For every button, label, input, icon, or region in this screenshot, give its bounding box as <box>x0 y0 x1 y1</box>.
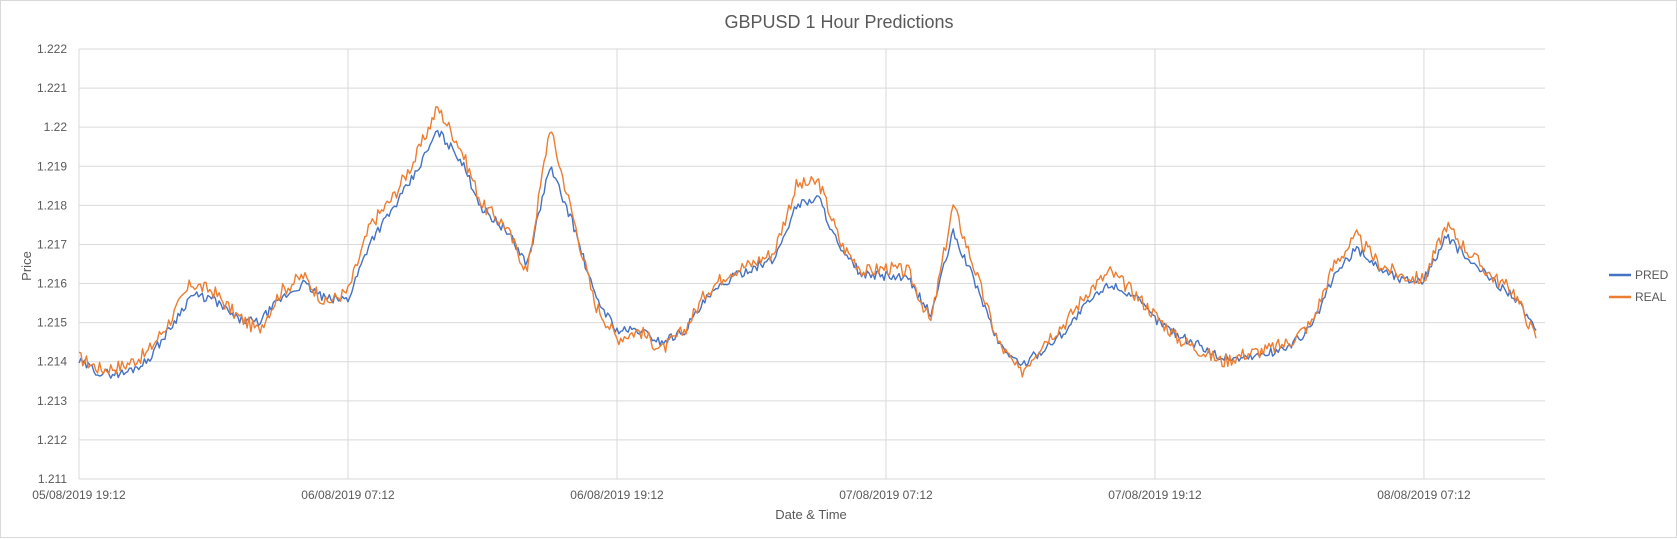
y-tick-label: 1.218 <box>37 198 67 212</box>
series-line-real <box>78 106 1537 378</box>
y-tick-label: 1.221 <box>37 81 67 95</box>
y-tick-label: 1.211 <box>38 472 67 486</box>
y-tick-label: 1.22 <box>44 120 68 134</box>
y-tick-label: 1.222 <box>37 42 67 56</box>
x-tick-label: 05/08/2019 19:12 <box>32 488 126 502</box>
x-axis-tick-labels: 05/08/2019 19:12 06/08/2019 07:12 06/08/20… <box>32 488 1471 502</box>
x-axis-label: Date & Time <box>775 507 847 522</box>
y-tick-label: 1.219 <box>37 159 67 173</box>
legend-label-pred: PRED <box>1635 268 1669 282</box>
legend: PRED REAL <box>1609 268 1669 304</box>
x-tick-label: 07/08/2019 07:12 <box>839 488 933 502</box>
y-axis-label: Price <box>19 251 34 281</box>
series-lines <box>78 106 1537 379</box>
x-tick-label: 06/08/2019 19:12 <box>570 488 664 502</box>
y-tick-label: 1.213 <box>37 394 67 408</box>
y-tick-label: 1.215 <box>37 316 67 330</box>
legend-label-real: REAL <box>1635 290 1667 304</box>
series-line-pred <box>78 129 1537 379</box>
y-tick-label: 1.216 <box>37 277 67 291</box>
y-tick-label: 1.212 <box>37 433 67 447</box>
x-tick-label: 07/08/2019 19:12 <box>1108 488 1202 502</box>
chart-title: GBPUSD 1 Hour Predictions <box>724 12 953 32</box>
x-tick-label: 06/08/2019 07:12 <box>301 488 395 502</box>
x-tick-label: 08/08/2019 07:12 <box>1377 488 1471 502</box>
gridlines <box>78 48 1545 480</box>
y-tick-label: 1.217 <box>37 237 67 251</box>
y-axis-tick-labels: 1.211 1.212 1.213 1.214 1.215 1.216 1.217 1.218… <box>37 42 67 486</box>
y-tick-label: 1.214 <box>37 355 67 369</box>
